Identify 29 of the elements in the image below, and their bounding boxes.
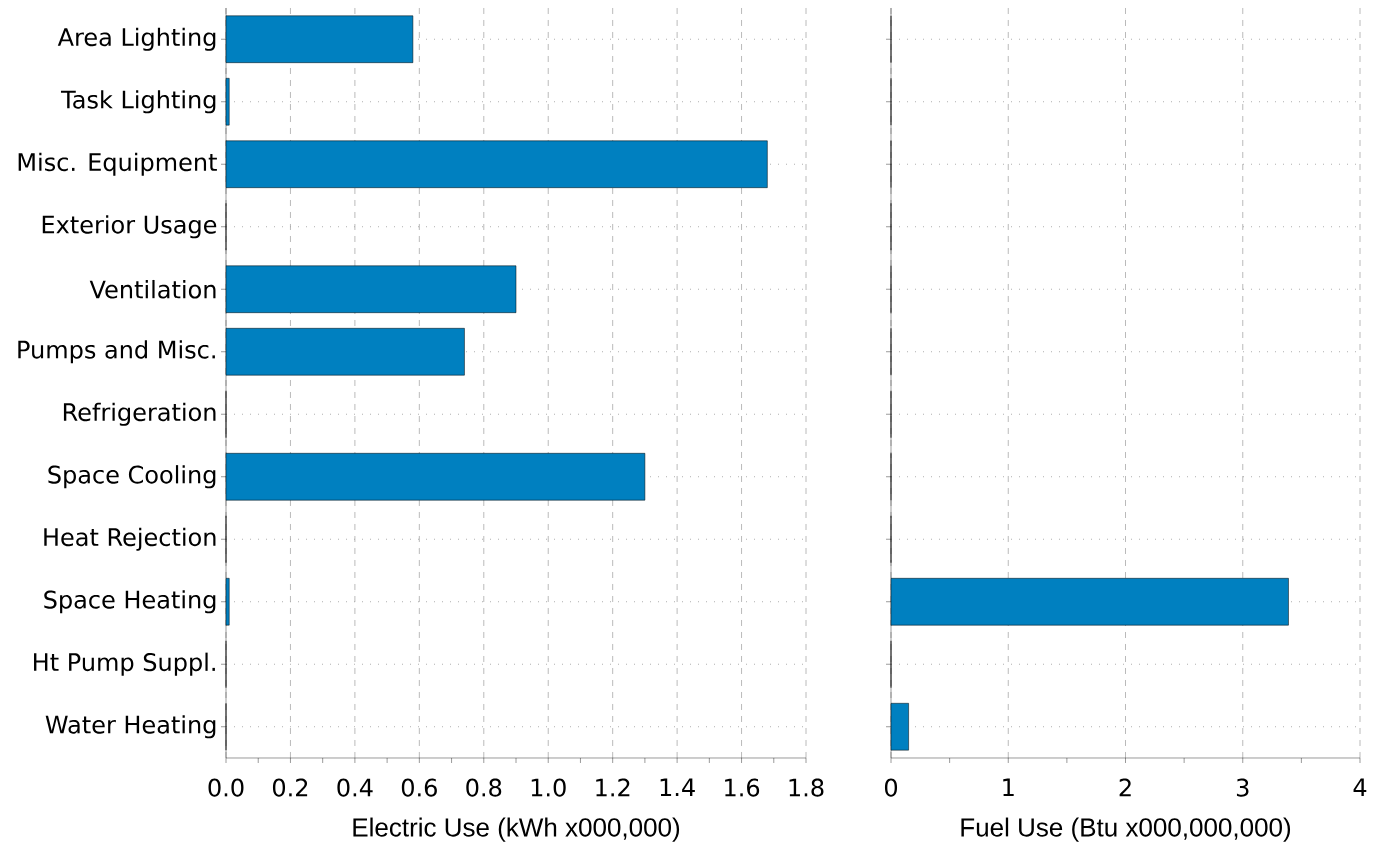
x-tick-label: 1.0 xyxy=(531,778,566,797)
y-tick-label: Refrigeration xyxy=(63,402,216,426)
y-tick-label: Ventilation xyxy=(89,279,216,299)
x-tick-label: 1.2 xyxy=(596,778,630,797)
y-tick-label: Exterior Usage xyxy=(42,215,217,239)
x-tick-label: 1 xyxy=(1003,778,1014,797)
x-tick-label: 3 xyxy=(1236,778,1249,797)
x-axis-title: Fuel Use (Btu x000,000,000) xyxy=(961,817,1291,842)
y-tick-label: Heat Rejection xyxy=(44,527,216,551)
y-tick-label: Ht Pump Suppl. xyxy=(34,652,215,676)
x-tick-label: 2 xyxy=(1119,778,1131,797)
y-tick-label: Space Heating xyxy=(44,590,216,614)
y-tick-label: Misc. Equipment xyxy=(18,152,217,176)
y-tick-label: Area Lighting xyxy=(57,27,216,51)
x-tick-label: 0.0 xyxy=(208,778,244,797)
x-axis-title: Electric Use (kWh x000,000) xyxy=(353,817,680,842)
x-tick-label: 0 xyxy=(884,778,898,797)
y-tick-label: Space Cooling xyxy=(48,465,216,489)
y-tick-label: Water Heating xyxy=(45,715,216,739)
x-tick-label: 1.6 xyxy=(725,778,760,797)
x-tick-label: 1.8 xyxy=(789,778,824,797)
x-tick-label: 0.2 xyxy=(272,778,308,797)
x-tick-label: 0.6 xyxy=(401,778,437,797)
y-tick-label: Task Lighting xyxy=(60,90,216,114)
x-tick-label: 4 xyxy=(1353,778,1367,797)
y-tick-label: Pumps and Misc. xyxy=(18,340,215,364)
x-tick-label: 0.4 xyxy=(337,778,373,797)
x-tick-label: 0.8 xyxy=(466,778,502,797)
x-tick-label: 1.4 xyxy=(660,778,695,797)
